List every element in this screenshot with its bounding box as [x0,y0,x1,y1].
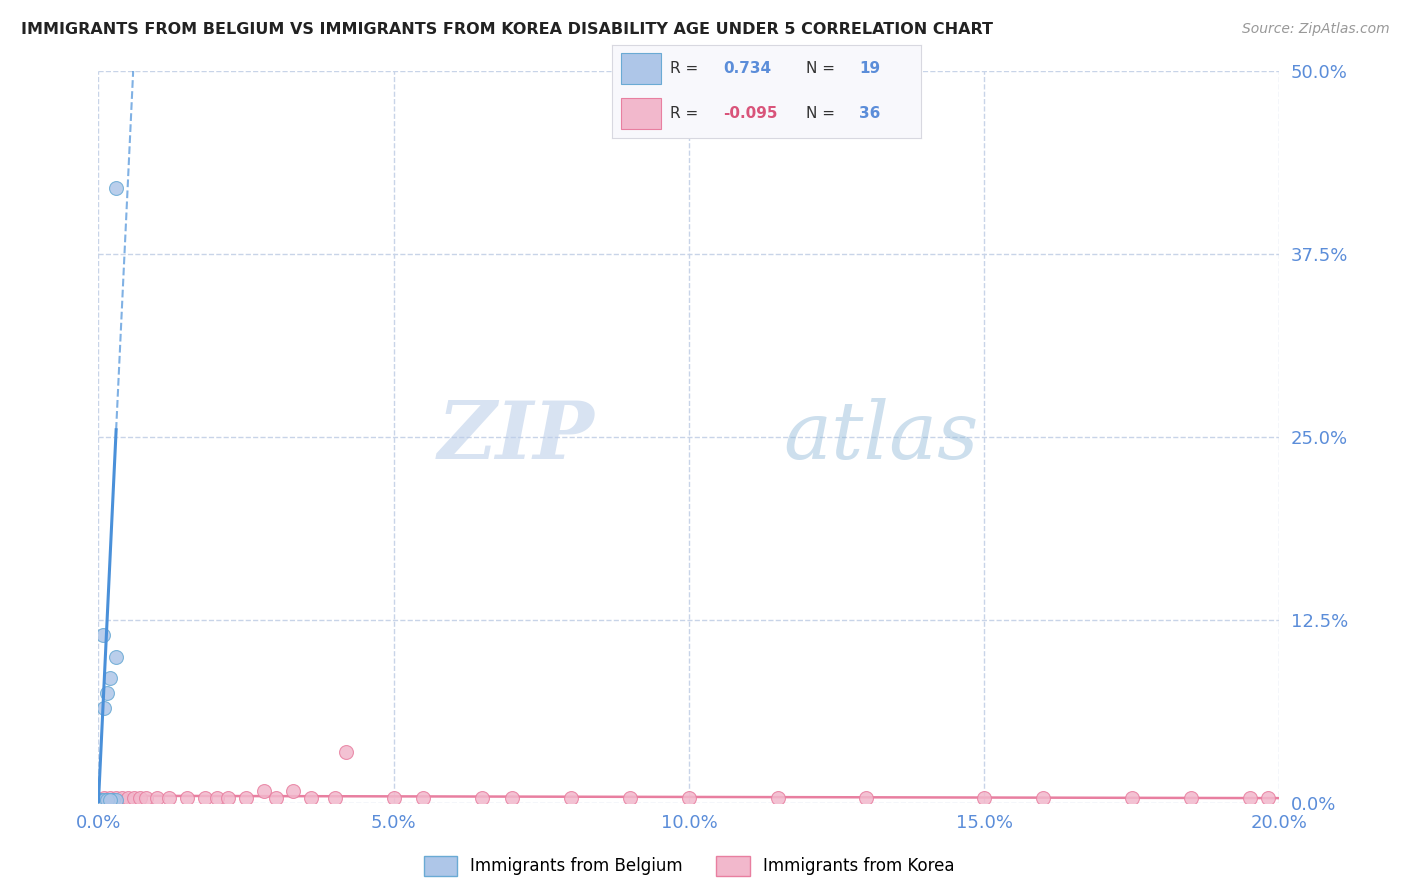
Point [264,791,287,805]
Point [194,791,217,805]
Text: R =: R = [671,106,699,121]
Text: ZIP: ZIP [437,399,595,475]
Text: 0.734: 0.734 [723,61,770,76]
Point [1257,791,1279,805]
Point [105,649,128,664]
Point [1180,791,1202,805]
Point [128,791,150,805]
Point [90,793,112,807]
Point [412,791,434,805]
Point [93,793,115,807]
FancyBboxPatch shape [621,98,661,129]
Point [93,791,115,805]
Point [90,793,112,807]
Text: 19: 19 [859,61,880,76]
Point [100,793,122,807]
Point [973,791,995,805]
Point [94,793,117,807]
Point [855,791,877,805]
Point [205,791,228,805]
Point [157,791,180,805]
Text: Source: ZipAtlas.com: Source: ZipAtlas.com [1241,22,1389,37]
Point [501,791,523,805]
Point [283,784,305,798]
Point [91,793,114,807]
Legend: Immigrants from Belgium, Immigrants from Korea: Immigrants from Belgium, Immigrants from… [416,850,962,882]
Point [117,791,139,805]
Point [98,793,121,807]
Point [1032,791,1054,805]
Point [91,627,114,641]
Point [1121,791,1143,805]
Point [560,791,582,805]
Text: atlas: atlas [783,399,979,475]
Text: 36: 36 [859,106,880,121]
Point [619,791,641,805]
Point [103,793,125,807]
Point [98,793,121,807]
Point [93,793,115,807]
Point [1239,791,1261,805]
Point [217,791,239,805]
Text: N =: N = [807,106,835,121]
Point [471,791,494,805]
Point [146,791,169,805]
Point [96,686,118,700]
Text: N =: N = [807,61,835,76]
Point [105,793,128,807]
Point [98,791,121,805]
Point [235,791,257,805]
Point [96,793,118,807]
Point [678,791,700,805]
Point [111,791,134,805]
Point [766,791,789,805]
Text: R =: R = [671,61,699,76]
Point [335,745,357,759]
Point [299,791,322,805]
Point [253,784,276,798]
Point [98,672,121,686]
Point [323,791,346,805]
Point [176,791,198,805]
Text: -0.095: -0.095 [723,106,778,121]
Point [98,793,121,807]
Text: IMMIGRANTS FROM BELGIUM VS IMMIGRANTS FROM KOREA DISABILITY AGE UNDER 5 CORRELAT: IMMIGRANTS FROM BELGIUM VS IMMIGRANTS FR… [21,22,993,37]
Point [105,791,128,805]
FancyBboxPatch shape [621,53,661,84]
Point [122,791,145,805]
Point [93,700,115,714]
Point [105,181,128,195]
Point [382,791,405,805]
Point [135,791,157,805]
